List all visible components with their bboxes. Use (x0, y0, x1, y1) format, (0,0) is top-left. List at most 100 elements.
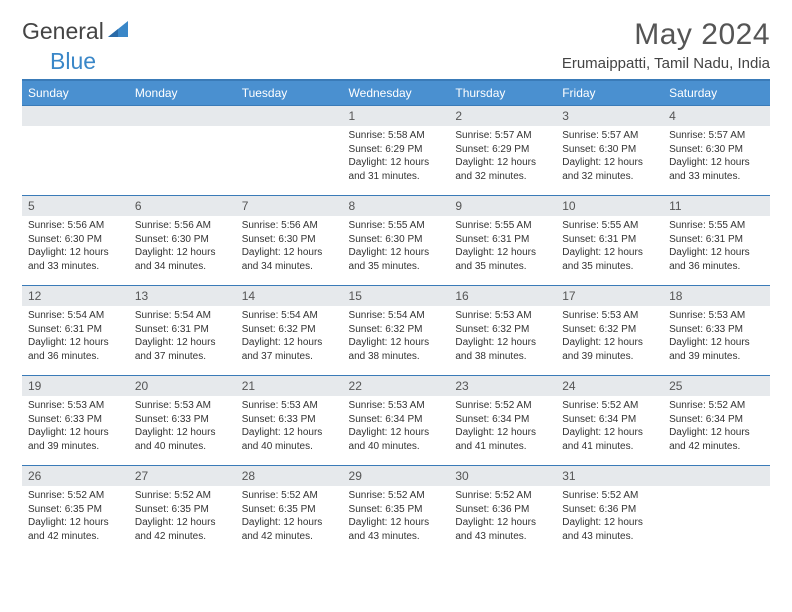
calendar-week-row: 19Sunrise: 5:53 AMSunset: 6:33 PMDayligh… (22, 376, 770, 466)
day-details: Sunrise: 5:52 AMSunset: 6:35 PMDaylight:… (22, 486, 129, 547)
day-number (22, 106, 129, 126)
weekday-header-row: SundayMondayTuesdayWednesdayThursdayFrid… (22, 80, 770, 106)
sunrise-line: Sunrise: 5:57 AM (669, 129, 764, 143)
calendar-day-cell: 7Sunrise: 5:56 AMSunset: 6:30 PMDaylight… (236, 196, 343, 286)
day-details: Sunrise: 5:55 AMSunset: 6:31 PMDaylight:… (663, 216, 770, 277)
day-number: 19 (22, 376, 129, 396)
sunrise-line: Sunrise: 5:53 AM (135, 399, 230, 413)
day-details (236, 126, 343, 176)
weekday-header: Saturday (663, 80, 770, 106)
sunrise-line: Sunrise: 5:57 AM (455, 129, 550, 143)
sunset-line: Sunset: 6:33 PM (242, 413, 337, 427)
calendar-day-cell: 19Sunrise: 5:53 AMSunset: 6:33 PMDayligh… (22, 376, 129, 466)
sunrise-line: Sunrise: 5:55 AM (455, 219, 550, 233)
sunset-line: Sunset: 6:32 PM (242, 323, 337, 337)
calendar-empty-cell (22, 106, 129, 196)
day-details: Sunrise: 5:52 AMSunset: 6:36 PMDaylight:… (449, 486, 556, 547)
day-number: 16 (449, 286, 556, 306)
daylight-line: Daylight: 12 hours and 41 minutes. (455, 426, 550, 453)
day-details: Sunrise: 5:52 AMSunset: 6:34 PMDaylight:… (556, 396, 663, 457)
daylight-line: Daylight: 12 hours and 43 minutes. (562, 516, 657, 543)
sunrise-line: Sunrise: 5:53 AM (455, 309, 550, 323)
day-details: Sunrise: 5:53 AMSunset: 6:33 PMDaylight:… (236, 396, 343, 457)
calendar-page: General May 2024 Erumaippatti, Tamil Nad… (0, 0, 792, 566)
sunrise-line: Sunrise: 5:53 AM (669, 309, 764, 323)
daylight-line: Daylight: 12 hours and 35 minutes. (455, 246, 550, 273)
calendar-day-cell: 11Sunrise: 5:55 AMSunset: 6:31 PMDayligh… (663, 196, 770, 286)
sunrise-line: Sunrise: 5:52 AM (562, 489, 657, 503)
day-number: 24 (556, 376, 663, 396)
day-number: 18 (663, 286, 770, 306)
sunrise-line: Sunrise: 5:52 AM (242, 489, 337, 503)
day-number: 14 (236, 286, 343, 306)
calendar-week-row: 26Sunrise: 5:52 AMSunset: 6:35 PMDayligh… (22, 466, 770, 556)
calendar-table: SundayMondayTuesdayWednesdayThursdayFrid… (22, 79, 770, 556)
day-number: 7 (236, 196, 343, 216)
sunset-line: Sunset: 6:36 PM (562, 503, 657, 517)
calendar-day-cell: 5Sunrise: 5:56 AMSunset: 6:30 PMDaylight… (22, 196, 129, 286)
day-details: Sunrise: 5:58 AMSunset: 6:29 PMDaylight:… (343, 126, 450, 187)
daylight-line: Daylight: 12 hours and 42 minutes. (28, 516, 123, 543)
logo-text-2-wrap: Blue (22, 48, 770, 75)
day-number: 2 (449, 106, 556, 126)
sunset-line: Sunset: 6:30 PM (242, 233, 337, 247)
sunrise-line: Sunrise: 5:54 AM (28, 309, 123, 323)
day-details (663, 486, 770, 536)
calendar-day-cell: 27Sunrise: 5:52 AMSunset: 6:35 PMDayligh… (129, 466, 236, 556)
sunrise-line: Sunrise: 5:54 AM (135, 309, 230, 323)
calendar-day-cell: 30Sunrise: 5:52 AMSunset: 6:36 PMDayligh… (449, 466, 556, 556)
sunrise-line: Sunrise: 5:55 AM (669, 219, 764, 233)
day-details: Sunrise: 5:56 AMSunset: 6:30 PMDaylight:… (22, 216, 129, 277)
logo-text-2: Blue (50, 48, 96, 74)
daylight-line: Daylight: 12 hours and 42 minutes. (242, 516, 337, 543)
calendar-day-cell: 12Sunrise: 5:54 AMSunset: 6:31 PMDayligh… (22, 286, 129, 376)
sunset-line: Sunset: 6:33 PM (669, 323, 764, 337)
calendar-empty-cell (663, 466, 770, 556)
sunrise-line: Sunrise: 5:53 AM (28, 399, 123, 413)
day-number: 17 (556, 286, 663, 306)
sunset-line: Sunset: 6:30 PM (562, 143, 657, 157)
day-number: 30 (449, 466, 556, 486)
calendar-day-cell: 22Sunrise: 5:53 AMSunset: 6:34 PMDayligh… (343, 376, 450, 466)
sunset-line: Sunset: 6:31 PM (28, 323, 123, 337)
calendar-day-cell: 25Sunrise: 5:52 AMSunset: 6:34 PMDayligh… (663, 376, 770, 466)
daylight-line: Daylight: 12 hours and 39 minutes. (562, 336, 657, 363)
weekday-header: Wednesday (343, 80, 450, 106)
day-number: 21 (236, 376, 343, 396)
calendar-day-cell: 4Sunrise: 5:57 AMSunset: 6:30 PMDaylight… (663, 106, 770, 196)
calendar-day-cell: 2Sunrise: 5:57 AMSunset: 6:29 PMDaylight… (449, 106, 556, 196)
calendar-day-cell: 15Sunrise: 5:54 AMSunset: 6:32 PMDayligh… (343, 286, 450, 376)
day-details: Sunrise: 5:57 AMSunset: 6:29 PMDaylight:… (449, 126, 556, 187)
day-number (663, 466, 770, 486)
sunrise-line: Sunrise: 5:53 AM (242, 399, 337, 413)
day-number: 29 (343, 466, 450, 486)
daylight-line: Daylight: 12 hours and 33 minutes. (28, 246, 123, 273)
day-number: 11 (663, 196, 770, 216)
day-number (129, 106, 236, 126)
calendar-day-cell: 6Sunrise: 5:56 AMSunset: 6:30 PMDaylight… (129, 196, 236, 286)
sunset-line: Sunset: 6:34 PM (669, 413, 764, 427)
calendar-day-cell: 13Sunrise: 5:54 AMSunset: 6:31 PMDayligh… (129, 286, 236, 376)
sunrise-line: Sunrise: 5:54 AM (349, 309, 444, 323)
sunset-line: Sunset: 6:32 PM (562, 323, 657, 337)
day-number: 6 (129, 196, 236, 216)
daylight-line: Daylight: 12 hours and 35 minutes. (562, 246, 657, 273)
daylight-line: Daylight: 12 hours and 32 minutes. (455, 156, 550, 183)
daylight-line: Daylight: 12 hours and 36 minutes. (28, 336, 123, 363)
daylight-line: Daylight: 12 hours and 42 minutes. (669, 426, 764, 453)
daylight-line: Daylight: 12 hours and 33 minutes. (669, 156, 764, 183)
sunset-line: Sunset: 6:30 PM (135, 233, 230, 247)
sunset-line: Sunset: 6:34 PM (349, 413, 444, 427)
day-number: 25 (663, 376, 770, 396)
calendar-day-cell: 8Sunrise: 5:55 AMSunset: 6:30 PMDaylight… (343, 196, 450, 286)
day-number: 31 (556, 466, 663, 486)
sunrise-line: Sunrise: 5:53 AM (562, 309, 657, 323)
day-details: Sunrise: 5:57 AMSunset: 6:30 PMDaylight:… (556, 126, 663, 187)
calendar-week-row: 1Sunrise: 5:58 AMSunset: 6:29 PMDaylight… (22, 106, 770, 196)
day-number: 8 (343, 196, 450, 216)
daylight-line: Daylight: 12 hours and 41 minutes. (562, 426, 657, 453)
sunrise-line: Sunrise: 5:52 AM (349, 489, 444, 503)
sunset-line: Sunset: 6:34 PM (562, 413, 657, 427)
calendar-day-cell: 23Sunrise: 5:52 AMSunset: 6:34 PMDayligh… (449, 376, 556, 466)
calendar-day-cell: 28Sunrise: 5:52 AMSunset: 6:35 PMDayligh… (236, 466, 343, 556)
